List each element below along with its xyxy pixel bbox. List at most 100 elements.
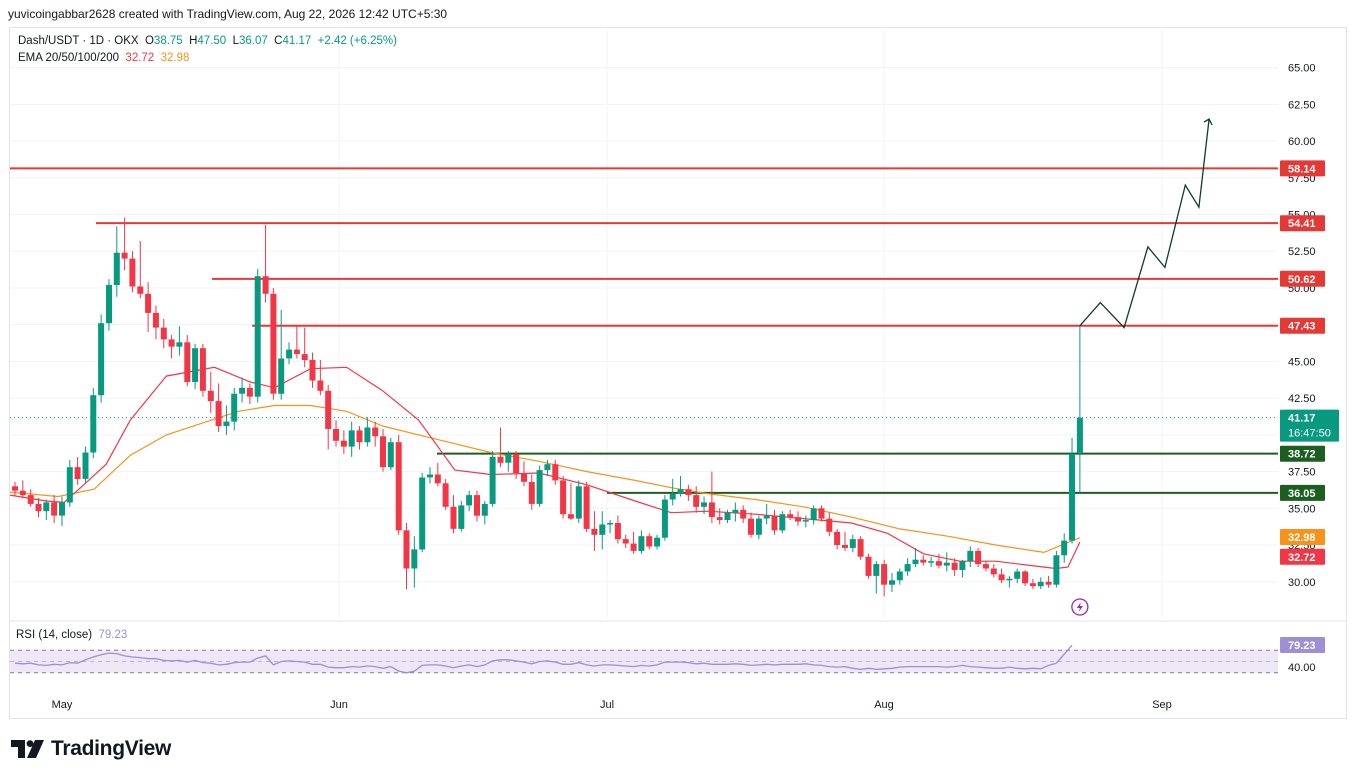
candle-body: [912, 559, 919, 565]
projection-arrowhead: [1203, 118, 1213, 126]
candle-body: [583, 486, 590, 529]
resistance-badge-bg: [1280, 215, 1325, 232]
candle-body: [622, 539, 629, 544]
candle-body: [552, 464, 559, 481]
tradingview-logo-icon: [11, 740, 44, 758]
candle-body: [779, 514, 786, 531]
candle-body: [990, 568, 997, 575]
projection-path: [1079, 118, 1210, 329]
candle-body: [842, 545, 848, 548]
candle-body: [724, 512, 731, 520]
candle-body: [818, 508, 825, 519]
candle-body: [528, 481, 535, 504]
candle-body: [1069, 453, 1075, 541]
candle-body: [654, 537, 661, 547]
candle-body: [967, 550, 974, 562]
candle-body: [333, 429, 339, 441]
high-value: 47.50: [197, 35, 227, 47]
candle-body: [43, 502, 50, 512]
candle-body: [286, 349, 293, 359]
candle-body: [239, 387, 246, 394]
candle-body: [489, 456, 496, 504]
candle-body: [716, 517, 723, 520]
candle-body: [560, 480, 567, 515]
low-label: L: [232, 35, 239, 47]
candle-body: [66, 467, 73, 503]
candle-body: [246, 387, 253, 397]
ema50-value: 32.98: [160, 52, 190, 64]
candle-body: [325, 390, 332, 429]
candle-body: [98, 323, 105, 396]
candle-body: [630, 543, 637, 551]
time-tick-label: Jun: [330, 699, 348, 711]
candle-body: [90, 395, 97, 453]
candle-body: [293, 349, 300, 354]
candle-body: [450, 506, 457, 529]
candle-body: [481, 503, 488, 516]
price-tick-label: 42.50: [1288, 393, 1316, 405]
candle-body: [51, 502, 58, 516]
candle-body: [505, 453, 512, 463]
candle-body: [763, 515, 770, 519]
candle-body: [701, 502, 707, 507]
last-price-badge-bg: [1280, 409, 1339, 442]
candle-body: [732, 509, 739, 513]
open-label: O: [144, 35, 154, 47]
ema20-badge-bg: [1280, 548, 1325, 565]
candle-body: [536, 470, 543, 504]
candle-body: [748, 518, 754, 535]
candle-body: [646, 536, 653, 547]
resistance-badge: 58.14: [1288, 163, 1316, 175]
tradingview-logo-text: TradingView: [51, 737, 172, 760]
time-tick-label: Aug: [874, 699, 894, 711]
candle-body: [129, 258, 136, 287]
candle-body: [1029, 583, 1036, 587]
candle-body: [419, 477, 426, 550]
ema50-line: [9, 404, 1081, 554]
candles: [12, 217, 1083, 597]
candle-body: [27, 495, 34, 504]
tradingview-logo[interactable]: TradingView: [11, 737, 171, 761]
price-tick-label: 60.00: [1288, 136, 1316, 148]
candle-body: [19, 490, 26, 496]
grid-lines: [10, 30, 1278, 618]
resistance-badge: 50.62: [1288, 274, 1316, 286]
price-tick-label: 37.50: [1288, 467, 1316, 479]
candle-body: [810, 508, 817, 521]
candle-body: [497, 456, 504, 463]
candle-body: [513, 453, 520, 473]
change-value: +2.42 (+6.25%): [317, 35, 397, 47]
candle-body: [599, 524, 606, 535]
candle-body: [380, 436, 386, 468]
candle-body: [787, 514, 794, 518]
candle-body: [881, 564, 888, 585]
candle-body: [427, 474, 433, 478]
candle-body: [1014, 571, 1021, 579]
candle-body: [849, 539, 856, 548]
candle-body: [35, 503, 42, 512]
candle-body: [685, 489, 692, 496]
candle-body: [137, 286, 144, 294]
candle-body: [669, 493, 676, 500]
candle-body: [152, 312, 159, 328]
candle-body: [113, 252, 120, 285]
symbol-legend: Dash/USDT · 1D · OKX O38.75 H47.50 L36.0…: [18, 35, 397, 47]
candle-body: [951, 562, 958, 570]
candle-body: [802, 520, 809, 522]
candle-body: [309, 359, 316, 381]
candle-body: [857, 539, 864, 557]
candle-body: [795, 517, 801, 522]
ema50-badge: 32.98: [1288, 532, 1316, 544]
candle-body: [278, 358, 285, 394]
candle-body: [755, 518, 762, 535]
candle-body: [1037, 581, 1044, 587]
resistance-badge-bg: [1280, 270, 1325, 287]
candle-body: [364, 427, 371, 443]
support-badge-bg: [1280, 484, 1325, 501]
candle-body: [270, 293, 277, 394]
candle-body: [943, 562, 950, 566]
last-price-badge: 41.17: [1288, 413, 1316, 425]
candle-body: [215, 401, 222, 427]
high-label: H: [189, 35, 198, 47]
